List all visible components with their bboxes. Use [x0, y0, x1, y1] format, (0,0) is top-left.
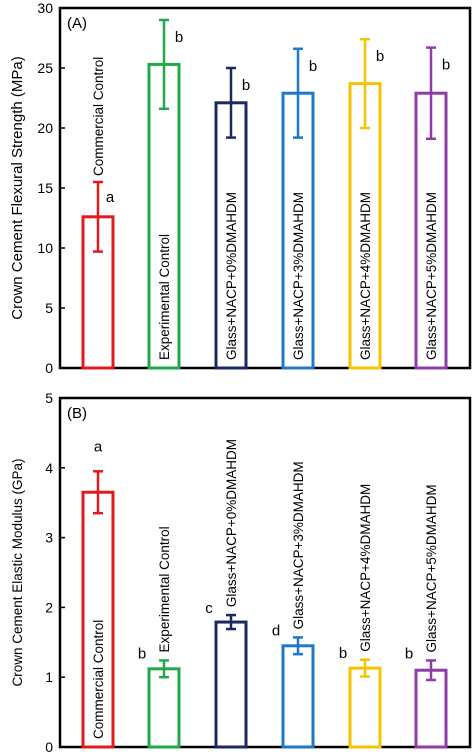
- plot-frame: [58, 396, 472, 749]
- y-tick-label: 30: [37, 0, 53, 16]
- significance-letter: b: [376, 48, 384, 65]
- category-label: Glass+NACP+0%DMAHDM: [224, 192, 239, 360]
- y-tick-label: 25: [37, 60, 53, 76]
- y-axis-label: Crown Cement Flexural Strength (MPa): [9, 56, 26, 319]
- category-label: Glass+NACP+3%DMAHDM: [291, 461, 306, 629]
- plot-frame: [58, 6, 472, 370]
- significance-letter: d: [272, 622, 280, 639]
- bar: [281, 644, 315, 749]
- significance-letter: b: [242, 77, 250, 94]
- y-tick-label: 2: [45, 599, 53, 615]
- y-axis-label: Crown Cement Elastic Modulus (GPa): [10, 458, 25, 686]
- panel-label: (B): [67, 405, 87, 422]
- panel-label: (A): [67, 15, 87, 32]
- y-tick-label: 5: [45, 300, 53, 316]
- y-tick-label: 20: [37, 120, 53, 136]
- y-tick-label: 0: [45, 739, 53, 754]
- category-label: Glass+NACP+4%DMAHDM: [358, 484, 373, 652]
- bar: [281, 91, 315, 370]
- y-tick-label: 0: [45, 360, 53, 376]
- y-tick-label: 3: [45, 530, 53, 546]
- bar: [214, 101, 248, 370]
- significance-letter: c: [205, 600, 213, 617]
- category-label: Experimental Control: [157, 526, 172, 652]
- y-tick-label: 1: [45, 669, 53, 685]
- category-label: Commercial Control: [91, 620, 106, 739]
- chart-panel-2: 0 1 2 3 4 5 Crown Cement Elastic Modulus (GPa)…: [10, 390, 472, 754]
- bar: [414, 668, 448, 749]
- significance-letter: b: [405, 645, 413, 662]
- y-tick-label: 15: [37, 180, 53, 196]
- y-tick-label: 10: [37, 240, 53, 256]
- bar: [348, 666, 382, 749]
- category-label: Glass+NACP+3%DMAHDM: [291, 192, 306, 360]
- significance-letter: b: [175, 29, 183, 46]
- significance-letter: b: [442, 57, 450, 74]
- bar: [81, 490, 115, 749]
- significance-letter: b: [339, 645, 347, 662]
- y-tick-label: 5: [45, 390, 53, 406]
- bar: [147, 667, 181, 749]
- significance-letter: a: [94, 438, 103, 455]
- category-label: Commercial Control: [91, 57, 106, 176]
- category-label: Glass+NACP+4%DMAHDM: [358, 192, 373, 360]
- category-label: Glass+NACP+5%DMAHDM: [424, 484, 439, 652]
- chart-panel-1: 0 5 10 15 20 25 30 Crown Cement Flexural Streng…: [9, 0, 472, 376]
- category-label: Glass+NACP+0%DMAHDM: [224, 439, 239, 607]
- bar: [348, 82, 382, 370]
- significance-letter: b: [138, 645, 146, 662]
- bar: [214, 620, 248, 749]
- significance-letter: b: [309, 58, 317, 75]
- category-label: Experimental Control: [157, 234, 172, 360]
- significance-letter: a: [106, 189, 115, 206]
- y-tick-label: 4: [45, 460, 53, 476]
- category-label: Glass+NACP+5%DMAHDM: [424, 192, 439, 360]
